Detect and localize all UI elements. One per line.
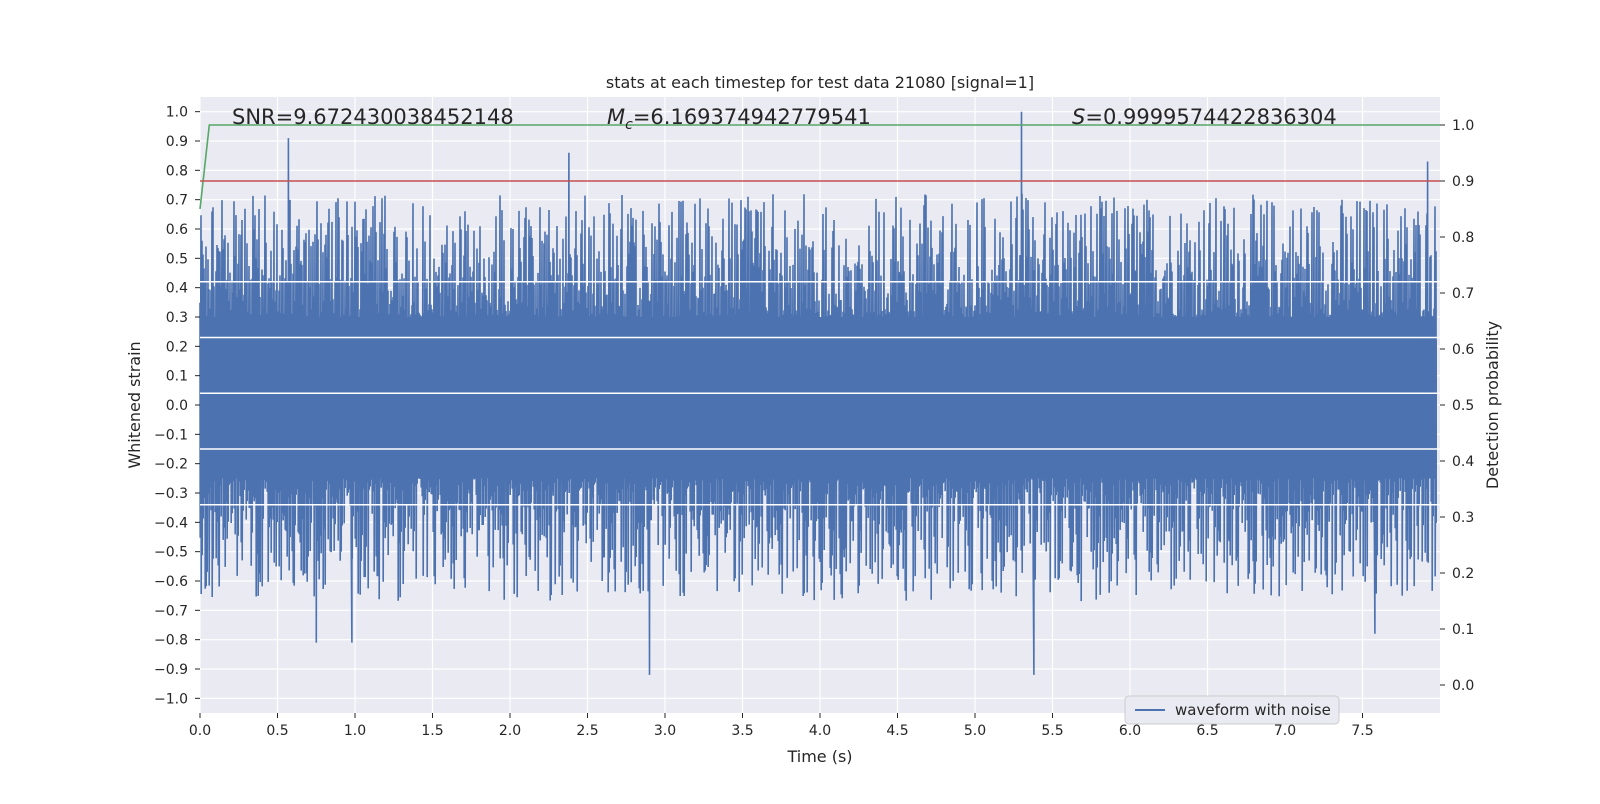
- y-tick-label: 0.1: [166, 369, 188, 385]
- y-tick-label: 0.3: [166, 310, 188, 326]
- y-tick-label: −0.8: [154, 633, 188, 649]
- y-tick-label: 0.6: [166, 222, 188, 238]
- s-value: =0.9999574422836304: [1085, 105, 1336, 129]
- x-tick-label: 0.5: [266, 723, 288, 739]
- y2-tick-label: 0.3: [1452, 510, 1474, 526]
- x-tick-label: 4.5: [886, 723, 908, 739]
- y2-tick-label: 0.9: [1452, 174, 1474, 190]
- y2-tick-label: 0.0: [1452, 678, 1474, 694]
- y2-tick-label: 0.2: [1452, 566, 1474, 582]
- x-axis-title: Time (s): [786, 747, 852, 766]
- mc-symbol: M: [607, 105, 625, 129]
- y2-tick-label: 0.1: [1452, 622, 1474, 638]
- y-axis-title: Whitened strain: [125, 341, 144, 468]
- legend: waveform with noise: [1124, 695, 1340, 725]
- x-tick-label: 5.5: [1041, 723, 1063, 739]
- y-tick-label: −0.2: [154, 457, 188, 473]
- s-annotation: S=0.9999574422836304: [1072, 105, 1337, 129]
- y-axis-left: 1.0 0.9 0.8 0.7 0.6 0.5 0.4 0.3 0.2 0.1 0.0 −0.1 −0.…: [154, 105, 200, 707]
- snr-annotation: SNR=9.672430038452148: [232, 105, 514, 129]
- y-tick-label: 0.8: [166, 163, 188, 179]
- x-tick-label: 6.5: [1196, 723, 1218, 739]
- y2-tick-label: 0.4: [1452, 454, 1474, 470]
- y2-tick-label: 0.8: [1452, 230, 1474, 246]
- y-tick-label: 0.2: [166, 339, 188, 355]
- series-waveform: [199, 111, 1437, 675]
- y-axis-right: 1.0 0.9 0.8 0.7 0.6 0.5 0.4 0.3 0.2 0.1 0.0: [1440, 118, 1474, 694]
- y-tick-label: −0.9: [154, 662, 188, 678]
- x-tick-label: 2.0: [499, 723, 521, 739]
- x-tick-label: 1.5: [421, 723, 443, 739]
- y-tick-label: −0.7: [154, 603, 188, 619]
- y-tick-label: −0.6: [154, 574, 188, 590]
- y-tick-label: 0.0: [166, 398, 188, 414]
- y2-axis-title: Detection probability: [1483, 321, 1502, 489]
- y-tick-label: −1.0: [154, 691, 188, 707]
- y-tick-label: 0.4: [166, 281, 188, 297]
- x-tick-label: 4.0: [809, 723, 831, 739]
- y-tick-label: −0.4: [154, 515, 188, 531]
- y-tick-label: 0.9: [166, 134, 188, 150]
- x-tick-label: 0.0: [189, 723, 211, 739]
- legend-label: waveform with noise: [1175, 701, 1331, 719]
- s-symbol: S: [1072, 105, 1085, 129]
- y-tick-label: −0.1: [154, 427, 188, 443]
- x-axis: 0.0 0.5 1.0 1.5 2.0 2.5 3.0 3.5 4.0 4.5 5.0 5.5 6.0 6…: [189, 713, 1374, 739]
- y-tick-label: 1.0: [166, 105, 188, 121]
- mc-annotation: Mc=6.169374942779541: [607, 105, 871, 133]
- x-tick-label: 1.0: [344, 723, 366, 739]
- x-tick-label: 2.5: [576, 723, 598, 739]
- y2-tick-label: 0.5: [1452, 398, 1474, 414]
- y-tick-label: 0.5: [166, 251, 188, 267]
- x-tick-label: 3.0: [654, 723, 676, 739]
- x-tick-label: 6.0: [1119, 723, 1141, 739]
- y-tick-label: 0.7: [166, 193, 188, 209]
- x-tick-label: 3.5: [731, 723, 753, 739]
- legend-box: [1124, 695, 1340, 725]
- mc-subscript: c: [625, 117, 633, 133]
- x-tick-label: 7.5: [1351, 723, 1373, 739]
- y-tick-label: −0.3: [154, 486, 188, 502]
- mc-value: =6.169374942779541: [633, 105, 871, 129]
- y-tick-label: −0.5: [154, 545, 188, 561]
- waveform-core: [200, 340, 1437, 470]
- y2-tick-label: 0.7: [1452, 286, 1474, 302]
- x-tick-label: 5.0: [964, 723, 986, 739]
- x-tick-label: 7.0: [1274, 723, 1296, 739]
- chart-title: stats at each timestep for test data 210…: [606, 73, 1034, 92]
- y2-tick-label: 1.0: [1452, 118, 1474, 134]
- y2-tick-label: 0.6: [1452, 342, 1474, 358]
